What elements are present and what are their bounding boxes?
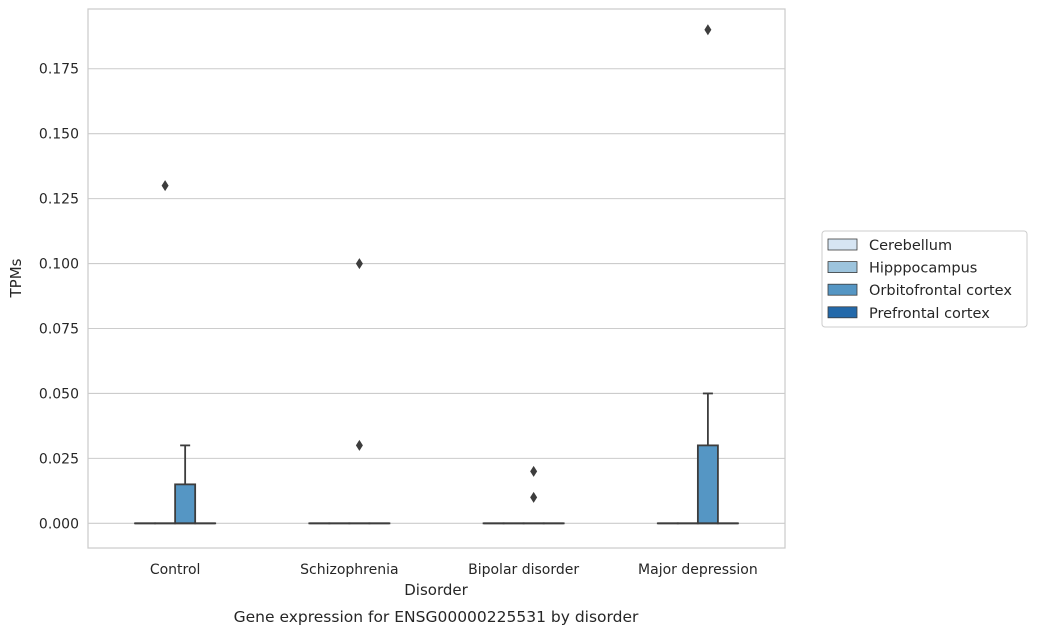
legend-swatch: [827, 283, 858, 296]
y-tick-label: 0.150: [39, 127, 79, 143]
legend-label: Hipppocampus: [869, 261, 977, 277]
box-orbitofrontal-cortex: [174, 444, 197, 525]
y-axis-ticks: 0.000 0.025 0.050 0.075 0.100 0.125 0.150 0.175: [39, 62, 79, 533]
x-tick-label: Control: [150, 562, 201, 578]
legend-label: Cerebellum: [869, 238, 952, 254]
x-axis-ticks: Control Schizophrenia Bipolar disorder Majo…: [150, 562, 758, 578]
box-series-group: [134, 24, 739, 525]
outlier-point: [355, 258, 363, 270]
box-hipppocampus: [154, 180, 177, 525]
gridlines: [88, 68, 785, 524]
y-tick-label: 0.050: [39, 386, 79, 402]
x-tick-label: Schizophrenia: [300, 562, 398, 578]
y-tick-label: 0.175: [39, 62, 79, 78]
legend-label: Prefrontal cortex: [869, 306, 990, 322]
x-tick-label: Bipolar disorder: [468, 562, 579, 578]
legend-swatch: [827, 306, 858, 319]
box-orbitofrontal-cortex: [696, 24, 719, 525]
plot-area-frame: [87, 8, 786, 549]
x-tick-label: Major depression: [638, 562, 758, 578]
y-tick-label: 0.000: [39, 516, 79, 532]
y-tick-label: 0.125: [39, 192, 79, 208]
outlier-point: [161, 180, 169, 192]
y-tick-label: 0.075: [39, 322, 79, 338]
y-axis-label: TPMs: [7, 258, 25, 298]
y-tick-label: 0.025: [39, 451, 79, 467]
legend-label: Orbitofrontal cortex: [869, 283, 1012, 299]
outlier-point: [704, 24, 712, 36]
chart-caption: Gene expression for ENSG00000225531 by d…: [234, 608, 639, 626]
box-orbitofrontal-cortex: [348, 258, 371, 525]
box-iqr: [174, 483, 197, 525]
legend-swatch: [827, 261, 858, 274]
legend-swatch: [827, 238, 858, 251]
legend-frame: [821, 230, 1028, 328]
legend: Cerebellum Hipppocampus Orbitofrontal cort…: [821, 230, 1028, 328]
outlier-point: [530, 491, 538, 503]
y-tick-label: 0.100: [39, 257, 79, 273]
outlier-point: [355, 439, 363, 451]
box-orbitofrontal-cortex: [522, 465, 545, 525]
outlier-point: [530, 465, 538, 477]
x-axis-label: Disorder: [404, 581, 468, 599]
box-iqr: [696, 444, 719, 525]
